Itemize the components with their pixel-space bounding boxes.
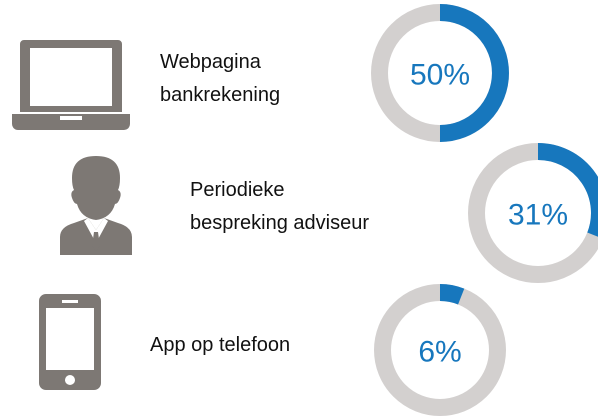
value-label: 6% [418, 336, 461, 369]
value-label: 50% [410, 59, 470, 92]
laptop-icon [12, 40, 130, 130]
person-icon [60, 156, 132, 255]
donut-arc [537, 143, 598, 237]
donut-arc [439, 4, 509, 142]
category-label: Webpagina bankrekening [160, 51, 281, 106]
value-label: 31% [508, 199, 568, 232]
category-label: Periodieke bespreking adviseur [190, 179, 369, 234]
phone-icon [39, 294, 101, 390]
donut-arc [439, 284, 465, 305]
category-label: App op telefoon [150, 334, 291, 356]
